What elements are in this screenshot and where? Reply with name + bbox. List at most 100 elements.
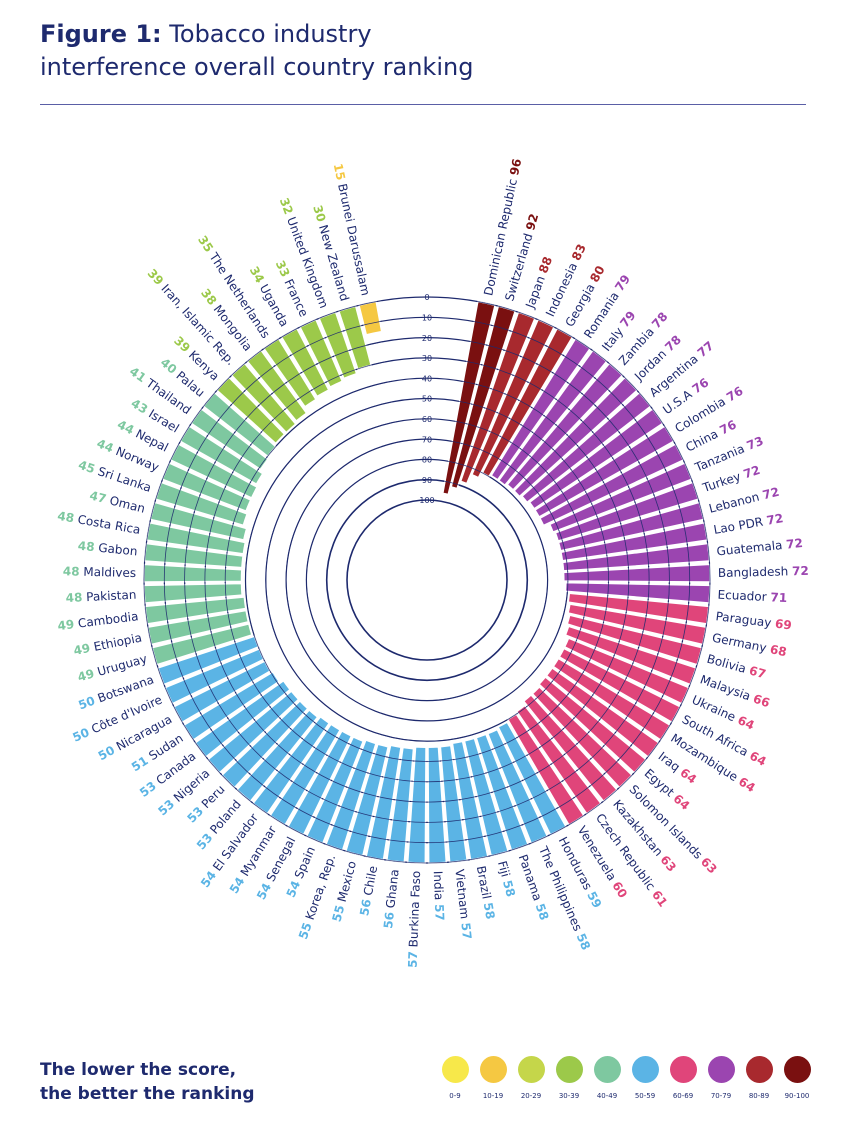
ring-line-5 — [245, 400, 609, 762]
legend-label: 10-19 — [482, 1092, 504, 1100]
country-score: 71 — [770, 590, 787, 605]
ring-line-3 — [204, 360, 650, 803]
title-line-1: Tobacco industry — [169, 20, 372, 48]
country-score: 47 — [88, 488, 108, 506]
country-score: 50 — [71, 725, 92, 745]
ring-line-8 — [306, 460, 548, 701]
country-label: Lao PDR 72 — [712, 511, 784, 537]
country-label-group: 49 Cambodia — [57, 609, 139, 633]
ring-tick-70: 70 — [422, 435, 432, 444]
country-name: Gabon — [98, 541, 138, 559]
country-score: 88 — [536, 255, 555, 276]
legend-swatch — [555, 1056, 583, 1083]
country-name: Panama — [516, 853, 545, 903]
ring-tick-0: 0 — [424, 293, 429, 302]
country-label: Vietnam 57 — [452, 868, 474, 940]
country-name: Fiji — [495, 859, 513, 878]
country-name: Ethiopia — [92, 631, 143, 654]
country-name: Japan — [523, 274, 548, 311]
country-score: 33 — [273, 258, 293, 279]
ring-tick-40: 40 — [422, 374, 432, 383]
country-label: 56 Ghana — [381, 868, 402, 929]
legend-swatch — [707, 1056, 735, 1083]
country-score: 50 — [96, 743, 117, 763]
country-label: Brazil 58 — [474, 865, 498, 921]
country-label-group: 56 Ghana — [381, 868, 402, 929]
legend-item-70-79: 70-79 — [702, 1056, 740, 1100]
country-name: Turkey — [700, 469, 742, 495]
country-score: 56 — [357, 898, 374, 917]
ring-line-1 — [163, 320, 691, 844]
country-label-group: Vietnam 57 — [452, 868, 474, 940]
country-label-group: Paraguay 69 — [715, 609, 793, 632]
country-name: Germany — [711, 631, 768, 656]
ring-tick-90: 90 — [422, 476, 432, 485]
legend-swatch — [517, 1056, 545, 1083]
ring-tick-30: 30 — [422, 354, 432, 363]
title-line-2: interference overall country ranking — [40, 53, 474, 81]
color-legend: 0-9 10-19 20-29 30-39 40-49 50-59 60-69 70-79 80… — [436, 1056, 816, 1100]
country-score: 72 — [761, 485, 781, 503]
country-score: 67 — [748, 663, 768, 681]
country-label: India 57 — [431, 871, 447, 921]
legend-item-10-19: 10-19 — [474, 1056, 512, 1100]
country-score: 96 — [507, 157, 524, 176]
country-label-group: 48 Pakistan — [65, 588, 136, 606]
title-divider — [40, 104, 806, 105]
ring-tick-100: 100 — [419, 496, 434, 505]
country-label-group: 48 Costa Rica — [56, 509, 141, 537]
country-score: 49 — [76, 666, 96, 684]
country-name: Lebanon — [707, 490, 760, 516]
country-score: 59 — [584, 889, 604, 910]
legend-item-80-89: 80-89 — [740, 1056, 778, 1100]
country-name: Costa Rica — [77, 512, 142, 537]
country-score: 72 — [785, 536, 803, 552]
legend-item-50-59: 50-59 — [626, 1056, 664, 1100]
country-score: 56 — [381, 911, 397, 929]
legend-swatch — [593, 1056, 621, 1083]
country-label: Paraguay 69 — [715, 609, 793, 632]
country-score: 58 — [500, 879, 518, 899]
ring-line-0 — [143, 300, 711, 864]
country-name: Mexico — [335, 859, 359, 903]
legend-label: 90-100 — [784, 1092, 810, 1100]
country-score: 58 — [574, 931, 593, 952]
country-name: Spain — [292, 844, 318, 880]
legend-item-40-49: 40-49 — [588, 1056, 626, 1100]
country-score: 57 — [458, 922, 474, 940]
legend-item-0-9: 0-9 — [436, 1056, 474, 1100]
legend-swatch — [441, 1056, 469, 1083]
ring-line-2 — [184, 340, 670, 823]
note-line-1: The lower the score, — [40, 1060, 237, 1080]
country-score: 50 — [76, 694, 96, 713]
country-label: Fiji 58 — [495, 859, 518, 898]
country-label: 48 Gabon — [77, 539, 138, 559]
country-score: 54 — [284, 879, 303, 900]
legend-swatch — [631, 1056, 659, 1083]
country-label: Guatemala 72 — [716, 536, 804, 558]
country-name: Bolivia — [705, 652, 747, 676]
note-line-2: the better the ranking — [40, 1084, 255, 1104]
country-score: 92 — [523, 212, 541, 232]
chart-title: Figure 1: Tobacco industry interference … — [40, 18, 800, 84]
country-score: 72 — [766, 511, 785, 528]
country-name: Chile — [361, 865, 380, 897]
guide-ring-9 — [325, 478, 529, 682]
legend-label: 60-69 — [672, 1092, 694, 1100]
country-name: Peru — [199, 782, 228, 811]
country-label: 57 Burkina Faso — [406, 871, 424, 969]
country-label: Ecuador 71 — [717, 588, 787, 605]
country-score: 30 — [310, 203, 328, 223]
country-label: 56 Chile — [357, 865, 380, 917]
country-name: Guatemala — [716, 538, 783, 558]
country-score: 45 — [77, 458, 97, 477]
country-label-group: 47 Oman — [88, 488, 146, 515]
country-score: 58 — [533, 902, 552, 922]
country-label-group: Guatemala 72 — [716, 536, 804, 558]
country-label: 49 Cambodia — [57, 609, 139, 633]
country-name: Vietnam — [452, 868, 471, 919]
country-score: 15 — [331, 162, 348, 181]
country-score: 58 — [481, 901, 498, 920]
country-score: 44 — [115, 417, 136, 437]
country-name: Burkina Faso — [406, 871, 423, 948]
